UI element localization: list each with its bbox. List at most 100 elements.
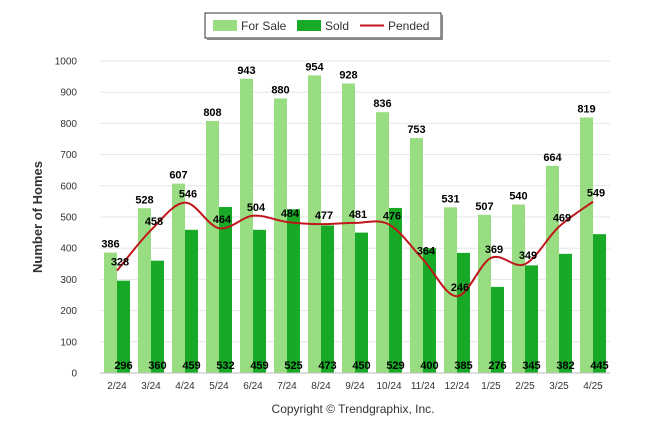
sold-value-label: 473 xyxy=(318,360,336,372)
sold-value-label: 445 xyxy=(590,360,608,372)
legend: For Sale Sold Pended xyxy=(204,12,443,40)
x-tick-label: 4/25 xyxy=(583,381,603,392)
for-sale-bar xyxy=(580,117,593,373)
for-sale-bar xyxy=(342,83,355,374)
for-sale-value-label: 808 xyxy=(203,107,221,119)
sold-value-label: 525 xyxy=(284,360,302,372)
legend-label-for-sale: For Sale xyxy=(241,19,287,33)
for-sale-value-label: 540 xyxy=(509,191,527,203)
sold-value-label: 360 xyxy=(148,360,166,372)
for-sale-value-label: 528 xyxy=(135,194,153,206)
x-tick-label: 6/24 xyxy=(243,381,263,392)
pended-line xyxy=(116,200,594,298)
for-sale-value-label: 607 xyxy=(169,170,187,182)
for-sale-bar xyxy=(206,120,219,374)
x-tick-label: 3/24 xyxy=(141,381,161,392)
pended-value-label: 549 xyxy=(587,188,605,200)
for-sale-bar xyxy=(444,207,457,373)
for-sale-bar xyxy=(512,204,525,373)
sold-value-label: 532 xyxy=(216,360,234,372)
pended-value-label: 364 xyxy=(417,245,436,257)
sold-value-label: 529 xyxy=(386,360,404,372)
x-tick-label: 2/25 xyxy=(515,381,535,392)
pended-value-label: 328 xyxy=(111,257,129,269)
y-tick-label: 0 xyxy=(71,369,77,380)
y-tick-label: 500 xyxy=(60,213,77,224)
sold-value-label: 459 xyxy=(182,360,200,372)
bars xyxy=(104,75,606,374)
sold-value-label: 276 xyxy=(488,360,506,372)
x-tick-label: 4/24 xyxy=(175,381,195,392)
for-sale-value-label: 928 xyxy=(339,69,357,81)
sold-value-label: 382 xyxy=(556,360,574,372)
y-axis-ticks: 0 100 200 300 400 500 600 700 800 900 1000 xyxy=(55,57,78,380)
sold-value-label: 450 xyxy=(352,360,370,372)
x-tick-label: 9/24 xyxy=(345,381,365,392)
pended-value-label: 349 xyxy=(519,250,537,262)
pended-value-label: 369 xyxy=(485,244,503,256)
copyright-credit: Copyright © Trendgraphix, Inc. xyxy=(272,402,435,416)
x-tick-label: 1/25 xyxy=(481,381,501,392)
pended-value-label: 481 xyxy=(349,209,367,221)
for-sale-value-label: 507 xyxy=(475,201,493,213)
sold-bar xyxy=(117,280,130,373)
for-sale-bar xyxy=(138,208,151,373)
sold-bar xyxy=(457,252,470,373)
y-tick-label: 800 xyxy=(60,119,77,130)
x-tick-label: 7/24 xyxy=(277,381,297,392)
for-sale-bar xyxy=(376,112,389,373)
legend-label-sold: Sold xyxy=(325,19,349,33)
for-sale-value-label: 954 xyxy=(305,61,324,73)
sold-value-label: 296 xyxy=(114,360,132,372)
sold-bar xyxy=(491,286,504,373)
for-sale-bar xyxy=(546,165,559,373)
for-sale-value-label: 531 xyxy=(441,193,459,205)
for-sale-bar xyxy=(274,98,287,373)
y-axis-title: Number of Homes xyxy=(30,161,45,273)
x-tick-label: 12/24 xyxy=(444,381,469,392)
y-tick-label: 400 xyxy=(60,244,77,255)
for-sale-bar xyxy=(478,214,491,373)
for-sale-value-label: 836 xyxy=(373,98,391,110)
sold-bar xyxy=(423,248,436,373)
pended-value-label: 546 xyxy=(179,189,197,201)
sold-bar xyxy=(525,265,538,373)
sold-bar xyxy=(559,253,572,373)
for-sale-bar xyxy=(410,138,423,373)
y-tick-label: 300 xyxy=(60,275,77,286)
for-sale-value-label: 386 xyxy=(101,239,119,251)
for-sale-bar xyxy=(104,252,117,373)
legend-swatch-for-sale xyxy=(213,20,237,31)
x-tick-label: 5/24 xyxy=(209,381,229,392)
y-tick-label: 900 xyxy=(60,88,77,99)
x-tick-label: 11/24 xyxy=(411,381,436,392)
pended-value-label: 246 xyxy=(451,282,469,294)
x-tick-label: 8/24 xyxy=(311,381,331,392)
data-labels: 386 296 328 528 360 458 607 459 546 808 532 464 943 4… xyxy=(101,61,608,372)
for-sale-value-label: 819 xyxy=(577,103,595,115)
sold-value-label: 400 xyxy=(420,360,438,372)
sold-value-label: 385 xyxy=(454,360,472,372)
pended-line-layer xyxy=(116,200,594,298)
x-tick-label: 3/25 xyxy=(549,381,569,392)
pended-value-label: 477 xyxy=(315,210,333,222)
sold-bar xyxy=(593,234,606,373)
legend-swatch-sold xyxy=(297,20,321,31)
for-sale-value-label: 664 xyxy=(543,152,562,164)
x-tick-label: 10/24 xyxy=(376,381,401,392)
x-tick-label: 2/24 xyxy=(107,381,127,392)
y-tick-label: 700 xyxy=(60,150,77,161)
for-sale-value-label: 943 xyxy=(237,65,255,77)
sold-bar xyxy=(321,225,334,373)
pended-value-label: 458 xyxy=(145,216,163,228)
sold-value-label: 345 xyxy=(522,360,540,372)
sold-bar xyxy=(287,209,300,373)
sold-bar xyxy=(185,229,198,373)
y-tick-label: 600 xyxy=(60,181,77,192)
pended-value-label: 476 xyxy=(383,210,401,222)
y-tick-label: 100 xyxy=(60,337,77,348)
sold-bar xyxy=(253,229,266,373)
sold-bar xyxy=(219,207,232,373)
y-tick-label: 1000 xyxy=(55,57,78,68)
for-sale-value-label: 753 xyxy=(407,124,425,136)
